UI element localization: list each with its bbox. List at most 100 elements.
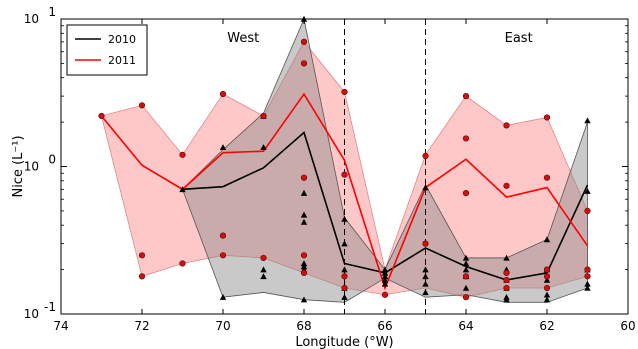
point-2010-19 [341, 293, 348, 300]
y-tick-exp-1: 0 [48, 153, 56, 167]
band-2010 [182, 17, 588, 303]
point-2011-24 [462, 135, 470, 142]
point-2010-16 [341, 240, 348, 247]
point-2010-29 [422, 289, 429, 296]
x-tick-label-7: 60 [620, 319, 635, 333]
y-tick-label-2: 10 [24, 12, 39, 26]
point-2010-5 [260, 266, 267, 273]
point-2010-26 [422, 266, 429, 273]
y-axis-label: Nice (L⁻¹) [11, 135, 26, 197]
point-2011-35 [543, 266, 551, 273]
point-2011-15 [300, 269, 308, 276]
point-2011-14 [300, 252, 308, 259]
point-2011-0 [98, 112, 105, 120]
data-points [98, 15, 591, 303]
point-2011-18 [341, 273, 348, 280]
region-labels: West East [227, 31, 532, 46]
x-tick-label-6: 62 [539, 319, 554, 333]
point-2011-40 [584, 273, 591, 280]
point-2011-6 [219, 90, 227, 98]
point-2011-3 [138, 273, 146, 280]
point-2011-31 [503, 276, 510, 284]
point-2010-49 [584, 280, 591, 287]
point-2011-4 [179, 151, 186, 158]
point-2010-41 [543, 236, 551, 243]
point-2010-23 [381, 276, 389, 283]
point-2010-17 [341, 266, 348, 273]
point-2010-15 [341, 215, 348, 222]
point-2010-32 [462, 266, 470, 273]
point-2011-28 [503, 122, 510, 129]
point-2010-35 [503, 254, 510, 261]
point-2010-46 [584, 117, 591, 124]
point-2011-11 [300, 38, 308, 45]
x-axis-label: Longitude (°W) [295, 335, 393, 349]
region-dividers [344, 19, 426, 314]
point-2010-30 [462, 254, 470, 261]
x-tick-label-0: 74 [53, 319, 68, 333]
point-2011-12 [300, 60, 308, 67]
point-2011-21 [422, 152, 429, 159]
point-2011-13 [300, 174, 308, 181]
region-label-west: West [227, 31, 259, 46]
point-2010-22 [381, 273, 389, 280]
point-2010-2 [219, 293, 227, 300]
point-2011-8 [219, 252, 227, 259]
point-2010-11 [300, 260, 308, 267]
point-2010-28 [422, 280, 429, 287]
x-tick-label-1: 72 [134, 319, 149, 333]
point-2011-37 [543, 284, 551, 292]
point-2010-12 [300, 263, 308, 270]
point-2010-34 [462, 284, 470, 291]
point-2010-6 [260, 273, 267, 280]
point-2010-50 [584, 284, 591, 291]
region-label-east: East [505, 31, 533, 46]
point-2010-10 [300, 218, 308, 225]
x-tick-label-5: 64 [458, 319, 473, 333]
point-2011-7 [219, 232, 227, 239]
point-2011-27 [462, 294, 470, 301]
point-2011-32 [503, 284, 510, 292]
point-2011-5 [179, 260, 186, 267]
point-2010-8 [300, 189, 308, 196]
point-2010-1 [219, 144, 227, 150]
point-2011-34 [543, 174, 551, 181]
point-2011-36 [543, 273, 551, 280]
point-2011-39 [584, 266, 591, 273]
legend-box [66, 24, 148, 76]
point-2011-16 [341, 88, 348, 96]
point-2011-38 [584, 207, 591, 215]
legend: 2010 2011 [66, 24, 148, 76]
point-2010-3 [260, 144, 267, 150]
point-2010-0 [179, 186, 186, 193]
point-2010-44 [543, 291, 551, 298]
point-2010-14 [300, 296, 308, 303]
point-2011-9 [260, 112, 267, 120]
point-2011-22 [422, 240, 429, 247]
point-2010-21 [381, 269, 389, 276]
point-2011-30 [503, 269, 510, 276]
point-2011-2 [138, 252, 146, 259]
point-2010-24 [381, 280, 389, 287]
point-2010-9 [300, 211, 308, 218]
point-2011-23 [462, 93, 470, 100]
point-2010-25 [422, 184, 429, 191]
point-2010-43 [543, 276, 551, 283]
point-2011-29 [503, 182, 510, 189]
y-tick-label-1: 10 [24, 160, 39, 174]
point-2011-17 [341, 171, 348, 178]
y-tick-exp-0: -1 [44, 300, 56, 314]
point-2010-27 [422, 273, 429, 280]
point-2011-1 [138, 102, 146, 109]
point-2010-47 [584, 188, 591, 194]
point-2011-25 [462, 190, 470, 197]
point-2010-31 [462, 260, 470, 267]
x-tick-label-2: 70 [215, 319, 230, 333]
x-tick-label-3: 68 [296, 319, 311, 333]
point-2011-33 [543, 114, 551, 121]
legend-label-2010: 2010 [108, 33, 136, 46]
point-2011-19 [341, 284, 348, 292]
point-2010-40 [503, 296, 510, 303]
y-tick-label-0: 10 [24, 307, 39, 321]
